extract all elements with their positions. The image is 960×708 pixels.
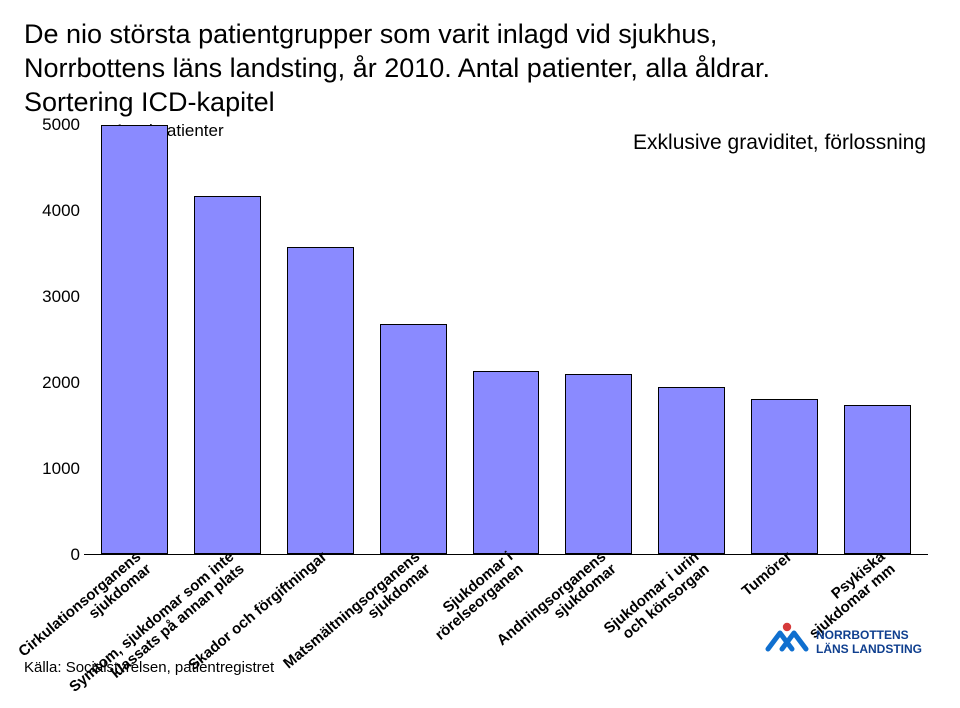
bar — [194, 196, 261, 554]
y-axis: 010002000300040005000 — [24, 125, 84, 555]
chart: Antal patienter Exklusive graviditet, fö… — [24, 125, 936, 555]
bar — [101, 125, 168, 554]
y-tick-label: 0 — [71, 545, 80, 565]
logo-text-1: NORRBOTTENS — [816, 628, 909, 642]
bar — [658, 387, 725, 554]
bars-container — [84, 125, 928, 554]
plot-area — [84, 125, 928, 555]
bar-slot — [88, 125, 181, 554]
bar — [287, 247, 354, 554]
bar-slot — [181, 125, 274, 554]
bar-slot — [552, 125, 645, 554]
title-line-1: De nio största patientgrupper som varit … — [24, 19, 717, 49]
bar-slot — [367, 125, 460, 554]
y-tick-label: 3000 — [42, 287, 80, 307]
y-tick-label: 2000 — [42, 373, 80, 393]
bar — [380, 324, 447, 554]
bar-slot — [645, 125, 738, 554]
bar — [565, 374, 632, 554]
logo-mark-icon — [768, 623, 806, 649]
y-tick-label: 1000 — [42, 459, 80, 479]
x-label-slot: Sjukdomar i urin och könsorgan — [645, 555, 738, 685]
source-text: Källa: Socialstyrelsen, patientregistret — [24, 659, 274, 676]
bar — [473, 371, 540, 555]
bar-slot — [274, 125, 367, 554]
norrbotten-logo: NORRBOTTENS LÄNS LANDSTING — [762, 619, 932, 672]
title-line-3: Sortering ICD-kapitel — [24, 87, 275, 117]
bar-slot — [831, 125, 924, 554]
bar — [844, 405, 911, 554]
bar — [751, 399, 818, 554]
x-tick-label: Tumörer — [739, 549, 795, 599]
title-line-2: Norrbottens läns landsting, år 2010. Ant… — [24, 53, 770, 83]
bar-slot — [460, 125, 553, 554]
y-tick-label: 4000 — [42, 201, 80, 221]
y-tick-label: 5000 — [42, 115, 80, 135]
bar-slot — [738, 125, 831, 554]
slide: De nio största patientgrupper som varit … — [0, 0, 960, 690]
logo-text-2: LÄNS LANDSTING — [816, 641, 922, 656]
slide-title: De nio största patientgrupper som varit … — [24, 18, 936, 119]
